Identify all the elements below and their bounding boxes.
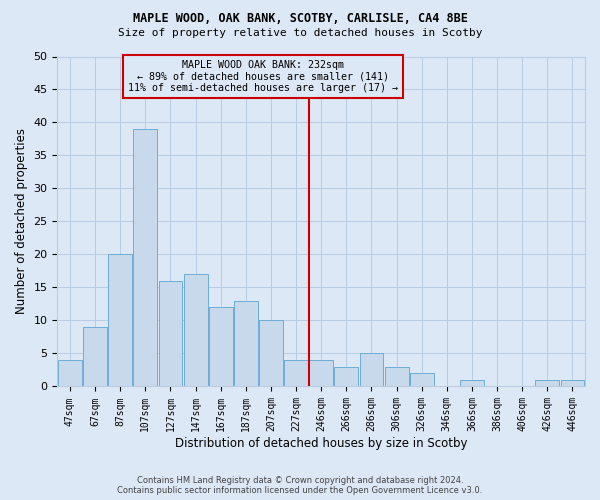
Text: Contains HM Land Registry data © Crown copyright and database right 2024.
Contai: Contains HM Land Registry data © Crown c… xyxy=(118,476,482,495)
Bar xyxy=(234,300,258,386)
Bar xyxy=(334,366,358,386)
Bar xyxy=(259,320,283,386)
Bar xyxy=(184,274,208,386)
X-axis label: Distribution of detached houses by size in Scotby: Distribution of detached houses by size … xyxy=(175,437,467,450)
Bar xyxy=(133,129,157,386)
Bar xyxy=(158,281,182,386)
Bar xyxy=(83,327,107,386)
Bar xyxy=(560,380,584,386)
Y-axis label: Number of detached properties: Number of detached properties xyxy=(15,128,28,314)
Bar xyxy=(108,254,132,386)
Bar xyxy=(284,360,308,386)
Bar xyxy=(410,374,434,386)
Bar xyxy=(209,308,233,386)
Bar xyxy=(385,366,409,386)
Bar xyxy=(535,380,559,386)
Bar xyxy=(460,380,484,386)
Bar xyxy=(309,360,333,386)
Text: Size of property relative to detached houses in Scotby: Size of property relative to detached ho… xyxy=(118,28,482,38)
Text: MAPLE WOOD OAK BANK: 232sqm
← 89% of detached houses are smaller (141)
11% of se: MAPLE WOOD OAK BANK: 232sqm ← 89% of det… xyxy=(128,60,398,93)
Bar xyxy=(58,360,82,386)
Bar xyxy=(359,354,383,386)
Text: MAPLE WOOD, OAK BANK, SCOTBY, CARLISLE, CA4 8BE: MAPLE WOOD, OAK BANK, SCOTBY, CARLISLE, … xyxy=(133,12,467,26)
